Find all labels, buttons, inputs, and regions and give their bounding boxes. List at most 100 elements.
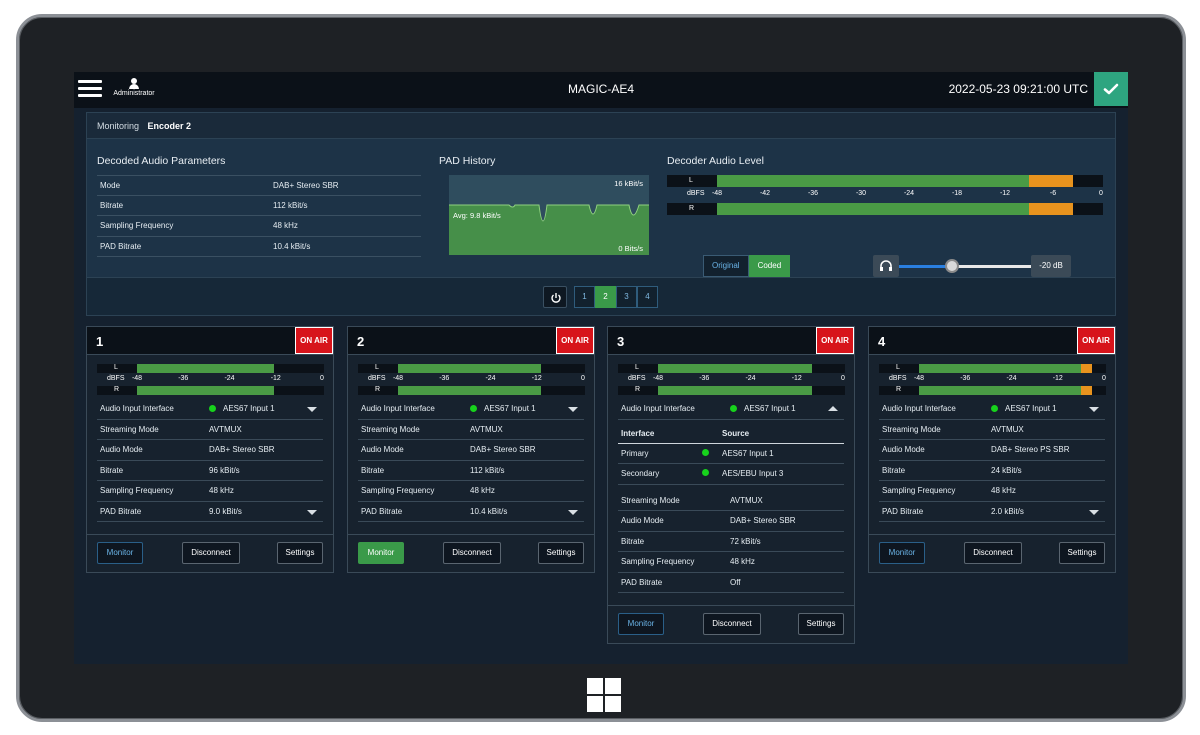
windows-logo-icon[interactable] [587, 678, 621, 712]
monitor-button[interactable]: Monitor [97, 542, 143, 564]
meter-unit: dBFS [107, 375, 125, 382]
status-ok-badge[interactable] [1094, 72, 1128, 106]
chevron-down-icon[interactable] [307, 509, 317, 515]
settings-button[interactable]: Settings [277, 542, 323, 564]
user-menu[interactable]: Administrator [110, 78, 158, 97]
meter-unit: dBFS [628, 375, 646, 382]
card-row: Bitrate 24 kBit/s [879, 461, 1105, 481]
settings-button[interactable]: Settings [1059, 542, 1105, 564]
original-button[interactable]: Original [703, 255, 749, 277]
card-row-label: PAD Bitrate [100, 506, 142, 516]
page-button-2[interactable]: 2 [595, 286, 616, 308]
card-row-value: AVTMUX [470, 425, 503, 434]
card-row: Sampling Frequency 48 kHz [879, 481, 1105, 502]
card-row-value-text: DAB+ Stereo SBR [730, 516, 796, 526]
card-row-value: 48 kHz [470, 486, 495, 495]
card-row[interactable]: Audio Input Interface AES67 Input 1 [879, 399, 1105, 420]
card-row[interactable]: Audio Input Interface AES67 Input 1 [358, 399, 584, 420]
monitor-button[interactable]: Monitor [879, 542, 925, 564]
card-row: Sampling Frequency 48 kHz [97, 481, 323, 502]
meter-left-label: L [689, 176, 693, 184]
meter-scale-label: -48 [711, 190, 723, 197]
card-row-value-text: 96 kBit/s [209, 465, 240, 475]
chevron-down-icon[interactable] [1089, 407, 1099, 412]
on-air-badge: ON AIR [816, 327, 854, 354]
meter-scale-label: -12 [791, 375, 802, 382]
meter-scale-label: -36 [699, 375, 710, 382]
page-button-1[interactable]: 1 [574, 286, 595, 308]
chevron-up-icon[interactable] [828, 406, 838, 411]
disconnect-button[interactable]: Disconnect [703, 613, 761, 635]
meter-scale-label: -36 [807, 190, 819, 197]
card-row-value-text: 48 kHz [991, 486, 1016, 496]
meter-left-peak [1080, 364, 1093, 373]
card-row-value: 112 kBit/s [470, 466, 505, 475]
param-value: 10.4 kBit/s [273, 241, 311, 251]
menu-icon[interactable] [78, 80, 102, 98]
param-row: PAD Bitrate 10.4 kBit/s [97, 237, 421, 257]
card-header: 4 ON AIR [869, 327, 1115, 355]
card-actions: Monitor Disconnect Settings [348, 534, 594, 572]
meter-scale-label: -30 [855, 190, 867, 197]
chevron-down-icon[interactable] [568, 509, 578, 515]
volume-slider-thumb[interactable] [944, 259, 959, 273]
meter-scale-label: -24 [745, 375, 756, 382]
param-value: 112 kBit/s [273, 200, 308, 210]
monitor-button[interactable]: Monitor [618, 613, 664, 635]
power-button[interactable] [543, 286, 567, 308]
volume-track[interactable] [951, 265, 1031, 268]
on-air-badge: ON AIR [295, 327, 333, 354]
card-params: Audio Input Interface AES67 Input 1 Interf… [608, 399, 854, 593]
meter-left-level [919, 364, 1081, 373]
settings-button[interactable]: Settings [538, 542, 584, 564]
meter-scale-label: 0 [1102, 375, 1106, 382]
meter-left-label: L [114, 364, 118, 371]
card-row: Audio Mode DAB+ Stereo SBR [358, 440, 584, 461]
page-button-4[interactable]: 4 [637, 286, 658, 308]
chevron-down-icon[interactable] [1089, 509, 1099, 515]
chevron-down-icon[interactable] [307, 407, 317, 412]
card-row-value: DAB+ Stereo SBR [209, 445, 275, 454]
meter-scale-label: -18 [951, 190, 963, 197]
disconnect-button[interactable]: Disconnect [964, 542, 1022, 564]
coded-button[interactable]: Coded [748, 255, 791, 277]
meter-right-peak [1080, 386, 1093, 395]
card-row: Streaming Mode AVTMUX [97, 420, 323, 440]
disconnect-button[interactable]: Disconnect [182, 542, 240, 564]
disconnect-button[interactable]: Disconnect [443, 542, 501, 564]
card-row-value: AES67 Input 1 [991, 404, 1057, 413]
card-row-value: AVTMUX [209, 425, 242, 434]
interface-status [702, 469, 722, 478]
status-dot-icon [730, 405, 737, 413]
pad-history-line [449, 204, 649, 222]
meter-right-level [398, 386, 541, 395]
card-row[interactable]: PAD Bitrate 2.0 kBit/s [879, 502, 1105, 522]
card-row-value-text: 112 kBit/s [470, 465, 505, 475]
param-label: Mode [100, 180, 121, 190]
card-row-value-text: AES67 Input 1 [484, 404, 536, 414]
monitor-button[interactable]: Monitor [358, 542, 404, 564]
page-button-3[interactable]: 3 [616, 286, 637, 308]
param-label: PAD Bitrate [100, 241, 142, 251]
card-row[interactable]: Audio Input Interface AES67 Input 1 [97, 399, 323, 420]
power-icon [551, 293, 561, 303]
meter-left-peak [1029, 175, 1073, 187]
card-row-value-text: 9.0 kBit/s [209, 506, 242, 516]
settings-button[interactable]: Settings [798, 613, 844, 635]
card-row[interactable]: PAD Bitrate 10.4 kBit/s [358, 502, 584, 522]
chevron-down-icon[interactable] [568, 407, 578, 412]
meter-scale-label: 0 [581, 375, 585, 382]
headphones-button[interactable] [873, 255, 899, 277]
card-row[interactable]: Audio Input Interface AES67 Input 1 [618, 399, 844, 420]
meter-unit: dBFS [687, 190, 705, 197]
card-row-value-text: AVTMUX [991, 424, 1024, 434]
status-dot-icon [209, 405, 216, 413]
meter-scale-label: -12 [270, 375, 281, 382]
original-coded-toggle: Original Coded [703, 255, 791, 277]
meter-scale-label: -24 [1006, 375, 1017, 382]
card-row[interactable]: PAD Bitrate 9.0 kBit/s [97, 502, 323, 522]
card-row-value-text: DAB+ Stereo SBR [209, 445, 275, 455]
card-row-value: DAB+ Stereo SBR [730, 516, 796, 525]
pad-avg-label: Avg: 9.8 kBit/s [453, 211, 501, 220]
